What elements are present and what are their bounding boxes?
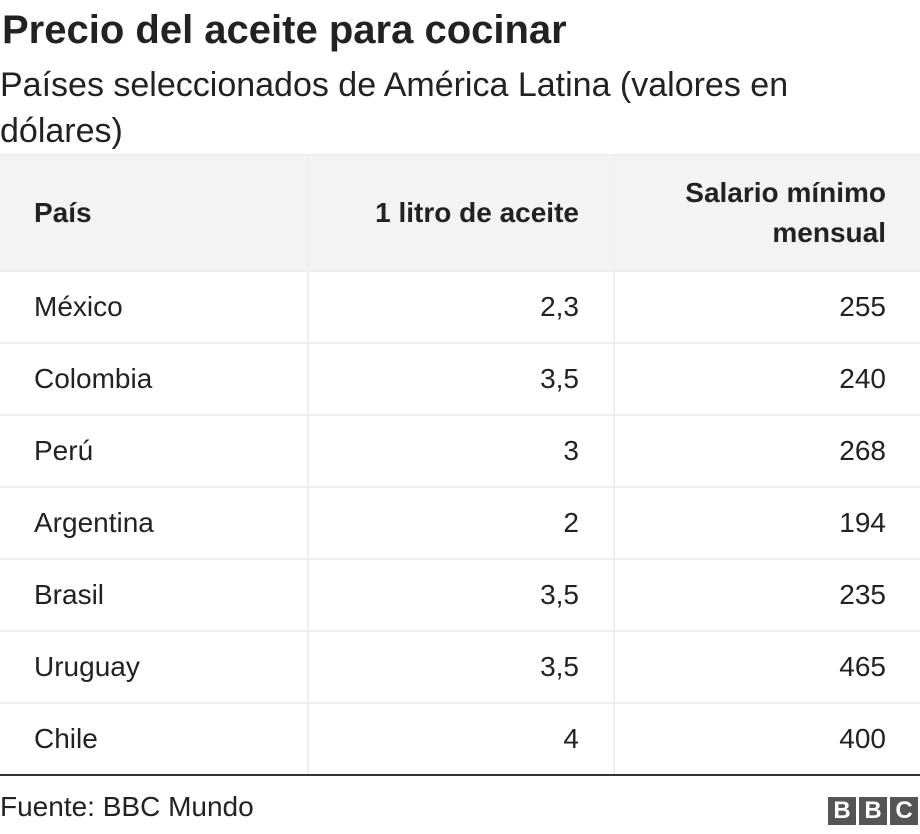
cell-minimum-wage: 465 xyxy=(614,631,920,704)
table-row: México 2,3 255 xyxy=(0,271,920,344)
cell-minimum-wage: 255 xyxy=(614,271,920,344)
cell-oil-price: 2 xyxy=(308,487,615,560)
data-table: País 1 litro de aceite Salario mínimo me… xyxy=(0,154,920,776)
cell-minimum-wage: 235 xyxy=(614,559,920,632)
table-row: Perú 3 268 xyxy=(0,415,920,488)
table-header-row: País 1 litro de aceite Salario mínimo me… xyxy=(0,154,920,272)
bbc-logo-block: B xyxy=(828,797,856,825)
table-row: Argentina 2 194 xyxy=(0,487,920,560)
cell-minimum-wage: 194 xyxy=(614,487,920,560)
chart-title: Precio del aceite para cocinar xyxy=(2,8,567,52)
cell-oil-price: 2,3 xyxy=(308,271,615,344)
source-note: Fuente: BBC Mundo xyxy=(0,791,254,822)
column-header-minimum-wage: Salario mínimo mensual xyxy=(614,154,920,272)
cell-country: Perú xyxy=(0,415,309,488)
table-row: Chile 4 400 xyxy=(0,703,920,776)
cell-oil-price: 3 xyxy=(308,415,615,488)
bbc-logo-block: B xyxy=(859,797,887,825)
cell-country: Colombia xyxy=(0,343,309,416)
table-row: Brasil 3,5 235 xyxy=(0,559,920,632)
column-header-country: País xyxy=(0,154,309,272)
cell-country: Argentina xyxy=(0,487,309,560)
cell-oil-price: 4 xyxy=(308,703,615,776)
table-body: México 2,3 255 Colombia 3,5 240 Perú 3 268 Argent… xyxy=(0,271,920,776)
chart-subtitle: Países seleccionados de América Latina (… xyxy=(0,66,789,150)
cell-minimum-wage: 400 xyxy=(614,703,920,776)
cell-oil-price: 3,5 xyxy=(308,343,615,416)
table-row: Uruguay 3,5 465 xyxy=(0,631,920,704)
cell-country: Brasil xyxy=(0,559,309,632)
cell-country: Chile xyxy=(0,703,309,776)
bbc-logo-block: C xyxy=(890,797,918,825)
cell-oil-price: 3,5 xyxy=(308,631,615,704)
cell-country: Uruguay xyxy=(0,631,309,704)
cell-oil-price: 3,5 xyxy=(308,559,615,632)
cell-country: México xyxy=(0,271,309,344)
bbc-logo: B B C xyxy=(828,797,918,825)
column-header-oil-price: 1 litro de aceite xyxy=(308,154,615,272)
table-row: Colombia 3,5 240 xyxy=(0,343,920,416)
cell-minimum-wage: 268 xyxy=(614,415,920,488)
cell-minimum-wage: 240 xyxy=(614,343,920,416)
